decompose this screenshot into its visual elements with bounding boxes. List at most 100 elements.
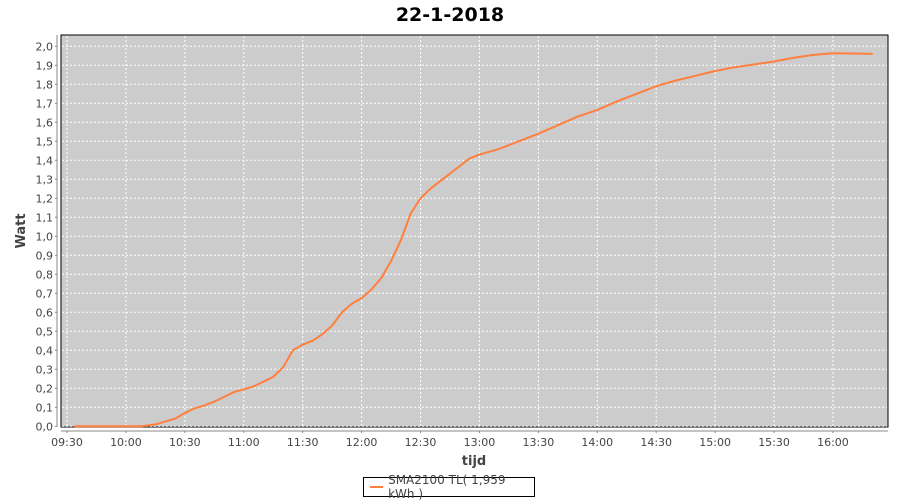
x-tick-label: 16:00 [817, 436, 849, 449]
data-point [140, 425, 143, 428]
data-point [753, 63, 756, 66]
data-point [773, 60, 775, 63]
x-tick-label: 10:00 [110, 436, 142, 449]
x-tick-label: 11:30 [287, 436, 319, 449]
data-point [252, 385, 255, 388]
data-point [733, 66, 736, 68]
data-point [468, 157, 471, 160]
data-point [213, 400, 216, 403]
data-point [537, 132, 540, 135]
y-tick-label: 1,5 [36, 135, 54, 148]
legend: SMA2100 TL( 1,959 kWh ) [363, 473, 535, 501]
data-point [390, 260, 392, 262]
y-axis-label: Watt [14, 213, 29, 248]
y-tick-label: 0,6 [36, 306, 54, 319]
y-tick-label: 0,4 [36, 344, 54, 357]
plot-area [60, 34, 889, 428]
data-point [694, 74, 697, 77]
x-tick-label: 14:00 [581, 436, 613, 449]
x-tick-label: 12:00 [346, 436, 378, 449]
data-point [596, 109, 599, 111]
data-point [478, 153, 481, 156]
chart-title: 22-1-2018 [395, 4, 505, 26]
data-point [517, 140, 520, 143]
data-point [655, 85, 657, 87]
data-point [282, 366, 284, 369]
data-point [184, 412, 186, 414]
x-tick-label: 12:30 [405, 436, 437, 449]
data-point [360, 297, 363, 299]
data-point [154, 423, 157, 426]
y-tick-label: 0,9 [36, 249, 54, 262]
data-point [233, 391, 235, 393]
data-point [449, 172, 451, 175]
data-point [272, 376, 275, 378]
y-tick-label: 0,3 [36, 363, 54, 376]
data-point [557, 124, 559, 126]
x-tick-label: 15:00 [699, 436, 731, 449]
y-tick-label: 1,2 [36, 192, 54, 205]
legend-swatch [370, 486, 384, 488]
series-line [74, 52, 873, 428]
data-point [832, 52, 834, 55]
legend-label: SMA2100 TL( 1,959 kWh ) [388, 473, 506, 501]
y-tick-label: 1,0 [36, 230, 54, 243]
data-point [203, 404, 206, 407]
data-point [301, 343, 304, 346]
data-point [616, 100, 618, 103]
data-point [498, 148, 500, 150]
data-point [792, 56, 795, 59]
y-tick-label: 0,0 [36, 420, 54, 433]
data-point [331, 324, 333, 327]
x-tick-label: 15:30 [758, 436, 790, 449]
y-tick-label: 1,3 [36, 173, 54, 186]
x-tick-label: 10:30 [169, 436, 201, 449]
y-tick-label: 1,1 [36, 211, 54, 224]
y-tick-label: 1,8 [36, 78, 54, 91]
y-tick-label: 0,5 [36, 325, 54, 338]
y-tick-label: 1,6 [36, 116, 54, 129]
y-tick-label: 0,2 [36, 382, 54, 395]
data-point [292, 349, 294, 352]
data-point [400, 239, 402, 241]
data-point [262, 380, 265, 383]
data-point [871, 53, 874, 55]
data-point [714, 70, 716, 72]
data-point [419, 197, 422, 200]
data-point [576, 115, 579, 118]
data-point [635, 93, 638, 95]
data-point [851, 52, 854, 55]
y-tick-label: 0,7 [36, 287, 54, 300]
data-point [380, 277, 383, 279]
y-tick-label: 0,1 [36, 401, 54, 414]
x-axis-label: tijd [462, 454, 486, 469]
data-point [242, 388, 245, 391]
data-point [439, 180, 441, 182]
data-point [370, 288, 373, 291]
data-point [675, 79, 677, 82]
data-point [341, 311, 343, 314]
data-point [429, 188, 432, 190]
y-tick-label: 0,8 [36, 268, 54, 281]
data-point [193, 407, 196, 410]
y-tick-label: 1,4 [36, 154, 54, 167]
y-tick-label: 1,9 [36, 59, 54, 72]
data-point [321, 333, 324, 335]
data-point [164, 420, 166, 423]
data-point [409, 212, 412, 215]
data-point [174, 417, 176, 420]
x-tick-label: 13:30 [523, 436, 555, 449]
data-point [812, 54, 815, 56]
x-tick-label: 14:30 [640, 436, 672, 449]
data-point [223, 396, 225, 398]
data-point [311, 340, 314, 342]
y-tick-label: 1,7 [36, 97, 54, 110]
data-point [350, 302, 353, 305]
x-tick-label: 11:00 [228, 436, 260, 449]
x-tick-label: 09:30 [51, 436, 83, 449]
y-tick-label: 2,0 [36, 40, 54, 53]
x-tick-label: 13:00 [464, 436, 496, 449]
data-point [459, 165, 461, 167]
data-point [74, 425, 76, 428]
